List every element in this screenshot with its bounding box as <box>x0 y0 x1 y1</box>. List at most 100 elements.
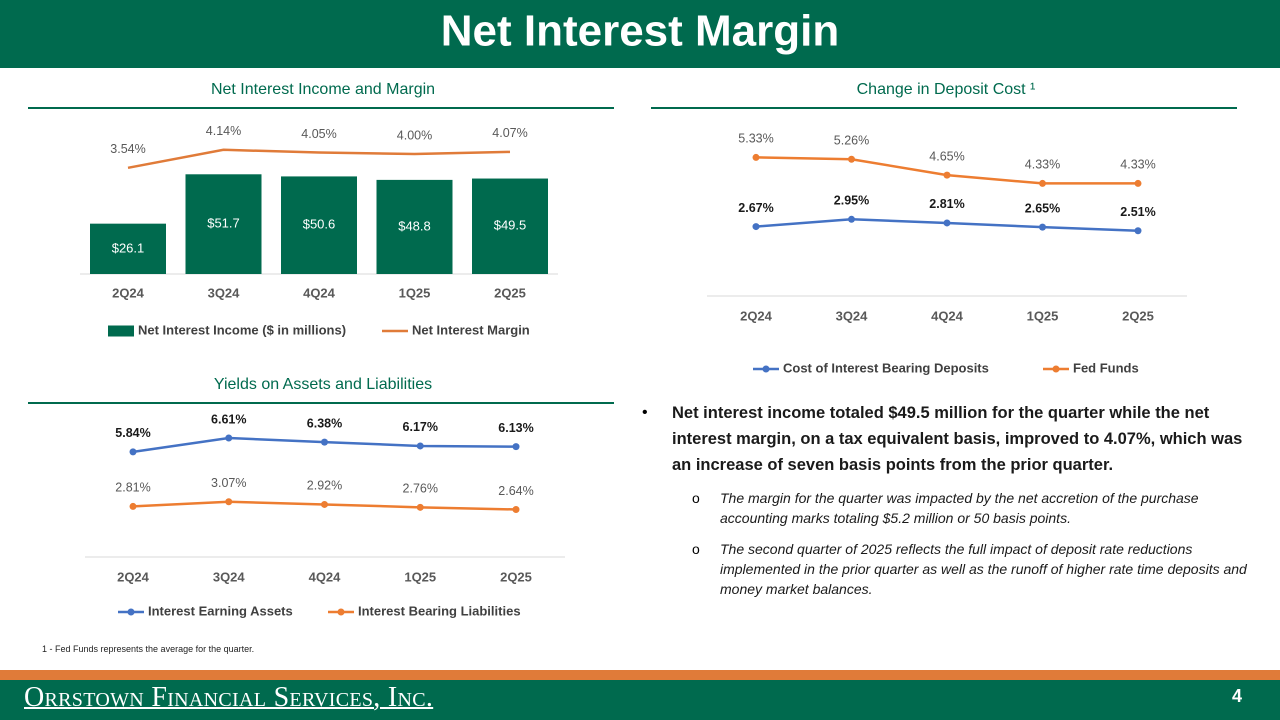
x-tick-label: 2Q25 <box>500 569 532 584</box>
line-marker <box>321 500 328 508</box>
line-marker <box>512 505 520 513</box>
line-value-label: 5.84% <box>115 426 150 440</box>
line-value-label: 3.54% <box>110 142 145 156</box>
x-tick-label: 4Q24 <box>309 569 342 584</box>
x-tick-label: 4Q24 <box>931 308 964 323</box>
x-tick-label: 2Q24 <box>112 285 145 300</box>
footnote: 1 - Fed Funds represents the average for… <box>42 644 255 654</box>
line-value-label: 5.26% <box>834 134 869 148</box>
chart-title: Change in Deposit Cost ¹ <box>857 81 1036 98</box>
legend-marker <box>337 608 345 616</box>
sub-bullet-marker: o <box>692 490 700 506</box>
legend-swatch <box>108 325 134 337</box>
legend-marker <box>762 365 770 373</box>
line-marker <box>1039 223 1046 231</box>
legend-label: Net Interest Margin <box>412 322 530 337</box>
bar <box>185 174 262 274</box>
bar-value-label: $49.5 <box>494 218 527 233</box>
line-value-label: 4.33% <box>1120 158 1155 172</box>
line-value-label: 4.33% <box>1025 158 1060 172</box>
bullet-marker: • <box>642 404 648 421</box>
line-marker <box>1134 179 1142 187</box>
x-tick-label: 1Q25 <box>1027 308 1059 323</box>
x-tick-label: 3Q24 <box>836 308 869 323</box>
line-value-label: 2.76% <box>403 482 438 496</box>
legend-label: Interest Bearing Liabilities <box>358 603 521 618</box>
line-value-label: 2.81% <box>115 481 150 495</box>
line-value-label: 2.67% <box>738 201 773 215</box>
sub-bullet-marker: o <box>692 541 700 557</box>
x-tick-label: 4Q24 <box>303 285 336 300</box>
line-marker <box>416 442 424 450</box>
line-marker <box>752 153 760 161</box>
line-value-label: 4.07% <box>492 126 527 140</box>
line-value-label: 6.17% <box>403 420 438 434</box>
footer-band <box>0 680 1280 720</box>
legend-marker <box>127 608 135 616</box>
bar <box>472 178 548 274</box>
line-marker <box>129 502 137 510</box>
legend-label: Fed Funds <box>1073 360 1139 375</box>
line-marker <box>752 223 760 231</box>
x-tick-label: 2Q24 <box>740 308 773 323</box>
line-value-label: 2.92% <box>307 479 342 493</box>
header-band <box>0 0 1280 68</box>
line-marker <box>321 438 328 446</box>
line-value-label: 2.95% <box>834 194 869 208</box>
legend-label: Interest Earning Assets <box>148 603 293 618</box>
line-marker <box>1039 179 1046 187</box>
bar-value-label: $48.8 <box>398 218 431 233</box>
line-value-label: 4.05% <box>301 127 336 141</box>
footer-stripe <box>0 670 1280 680</box>
legend-marker <box>1052 365 1060 373</box>
line-value-label: 6.38% <box>307 416 342 430</box>
line-value-label: 6.13% <box>498 421 533 435</box>
line-value-label: 6.61% <box>211 412 246 426</box>
line-marker <box>1134 227 1142 235</box>
chart-title: Yields on Assets and Liabilities <box>214 376 432 393</box>
x-tick-label: 2Q24 <box>117 569 150 584</box>
line-value-label: 2.65% <box>1025 201 1060 215</box>
line-value-label: 4.65% <box>929 149 964 163</box>
page-number: 4 <box>1232 686 1243 706</box>
line-value-label: 2.51% <box>1120 205 1155 219</box>
legend-label: Cost of Interest Bearing Deposits <box>783 360 989 375</box>
company-name: Orrstown Financial Services, Inc. <box>24 682 434 713</box>
line-marker <box>416 503 424 511</box>
slide-title: Net Interest Margin <box>441 7 840 56</box>
x-tick-label: 1Q25 <box>399 285 431 300</box>
x-tick-label: 2Q25 <box>494 285 526 300</box>
x-tick-label: 3Q24 <box>208 285 241 300</box>
bar <box>281 176 357 274</box>
legend-label: Net Interest Income ($ in millions) <box>138 322 346 337</box>
bullet-main: Net interest income totaled $49.5 millio… <box>672 404 1243 474</box>
line-marker <box>848 155 855 163</box>
line-series <box>127 148 511 170</box>
chart-title: Net Interest Income and Margin <box>211 81 435 98</box>
line-marker <box>943 171 951 179</box>
x-tick-label: 2Q25 <box>1122 308 1154 323</box>
bar <box>376 179 453 274</box>
line-value-label: 4.14% <box>206 124 241 138</box>
bar-value-label: $50.6 <box>303 217 336 232</box>
bar <box>90 223 166 274</box>
bar-value-label: $26.1 <box>112 240 145 255</box>
line-value-label: 4.00% <box>397 128 432 142</box>
line-value-label: 3.07% <box>211 476 246 490</box>
bar-value-label: $51.7 <box>207 216 240 231</box>
x-tick-label: 3Q24 <box>213 569 246 584</box>
line-value-label: 2.64% <box>498 484 533 498</box>
line-marker <box>943 219 951 227</box>
x-tick-label: 1Q25 <box>404 569 436 584</box>
line-marker <box>225 434 233 442</box>
line-marker <box>129 448 137 456</box>
line-marker <box>848 215 855 223</box>
line-value-label: 5.33% <box>738 132 773 146</box>
line-marker <box>225 498 233 506</box>
line-value-label: 2.81% <box>929 197 964 211</box>
sub-bullet: The second quarter of 2025 reflects the … <box>720 541 1247 597</box>
sub-bullet: The margin for the quarter was impacted … <box>720 490 1199 526</box>
line-marker <box>512 443 520 451</box>
